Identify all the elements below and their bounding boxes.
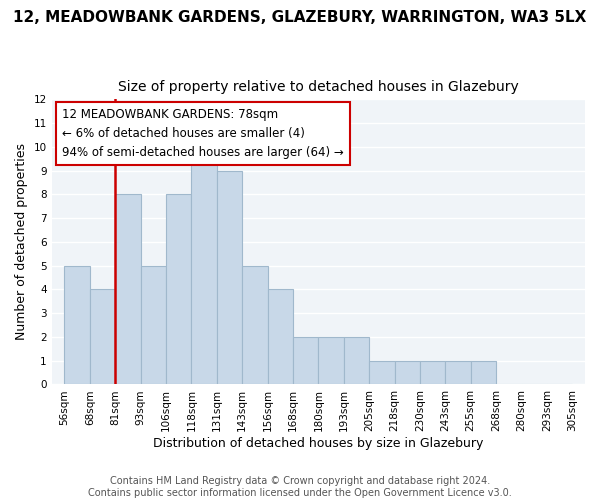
X-axis label: Distribution of detached houses by size in Glazebury: Distribution of detached houses by size … (153, 437, 484, 450)
Y-axis label: Number of detached properties: Number of detached properties (15, 144, 28, 340)
Bar (140, 266, 166, 384)
Bar (217, 170, 242, 384)
Bar (90, 290, 115, 384)
Text: 12 MEADOWBANK GARDENS: 78sqm
← 6% of detached houses are smaller (4)
94% of semi: 12 MEADOWBANK GARDENS: 78sqm ← 6% of det… (62, 108, 344, 159)
Bar (242, 266, 268, 384)
Bar (369, 360, 395, 384)
Bar (166, 194, 191, 384)
Bar (471, 360, 496, 384)
Title: Size of property relative to detached houses in Glazebury: Size of property relative to detached ho… (118, 80, 519, 94)
Bar (420, 360, 445, 384)
Bar (395, 360, 420, 384)
Bar (64, 266, 90, 384)
Bar (445, 360, 471, 384)
Bar (268, 290, 293, 384)
Bar (344, 337, 369, 384)
Bar (293, 337, 319, 384)
Bar (319, 337, 344, 384)
Bar (115, 194, 140, 384)
Text: 12, MEADOWBANK GARDENS, GLAZEBURY, WARRINGTON, WA3 5LX: 12, MEADOWBANK GARDENS, GLAZEBURY, WARRI… (13, 10, 587, 25)
Text: Contains HM Land Registry data © Crown copyright and database right 2024.
Contai: Contains HM Land Registry data © Crown c… (88, 476, 512, 498)
Bar (191, 147, 217, 384)
